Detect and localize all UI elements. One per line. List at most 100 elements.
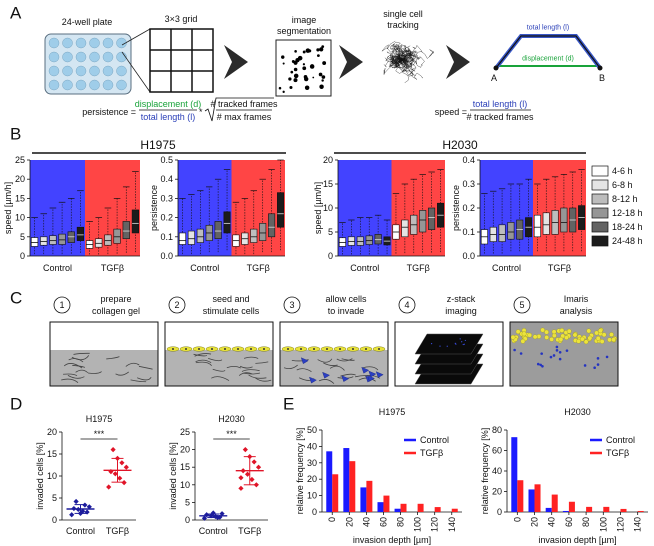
step-circle xyxy=(398,296,416,314)
legend-label: TGFβ xyxy=(606,448,629,458)
bar xyxy=(343,448,350,512)
collagen-fiber xyxy=(130,379,147,383)
y-tick-label: 0.0 xyxy=(462,251,475,261)
formula-text: persistence = xyxy=(82,107,136,117)
cell-blob xyxy=(293,67,298,72)
x-axis-label: invasion depth [µm] xyxy=(538,535,616,545)
legend-label: Control xyxy=(420,435,449,445)
collagen-fiber xyxy=(63,373,78,377)
well xyxy=(48,65,60,77)
data-point xyxy=(238,475,244,481)
collagen-fiber xyxy=(63,363,83,369)
box xyxy=(196,228,204,243)
well xyxy=(89,37,100,49)
collagen-fiber xyxy=(195,361,212,366)
surface-cell xyxy=(598,328,603,334)
well xyxy=(89,51,100,63)
step-label: single cell xyxy=(383,9,423,19)
y-tick-label: 25 xyxy=(15,155,25,165)
box xyxy=(131,209,140,234)
y-tick-label: 20 xyxy=(180,445,190,455)
bar xyxy=(545,507,552,512)
significance: *** xyxy=(226,429,237,439)
collagen-fiber xyxy=(241,369,260,372)
well xyxy=(102,51,114,63)
step-label: z-stack xyxy=(447,294,476,304)
step-number: 4 xyxy=(404,300,409,310)
x-tick-label: 0 xyxy=(327,517,337,522)
surface-cell xyxy=(599,339,605,344)
invaded-cell xyxy=(596,363,600,366)
y-axis-label: relative frequency [%] xyxy=(295,428,305,515)
surface-cell xyxy=(520,338,526,344)
x-tick-label: 20 xyxy=(530,517,540,527)
y-axis-label: invaded cells [%] xyxy=(168,442,178,510)
well xyxy=(102,65,114,77)
legend-label: TGFβ xyxy=(420,448,443,458)
nucleus xyxy=(300,348,302,350)
x-tick-label: 120 xyxy=(430,517,440,532)
track xyxy=(395,56,414,83)
panel-label: A xyxy=(10,4,22,23)
bar xyxy=(434,507,441,512)
y-tick-label: 10 xyxy=(15,213,25,223)
condition-background xyxy=(533,160,586,256)
bar xyxy=(517,480,524,512)
chart-title: H2030 xyxy=(218,414,245,424)
cell-blob xyxy=(316,48,320,52)
nucleus xyxy=(365,348,367,350)
invaded-cell xyxy=(565,349,569,352)
y-tick-label: 15 xyxy=(15,193,25,203)
signal xyxy=(439,345,441,347)
data-point xyxy=(238,485,244,491)
collagen-fiber xyxy=(329,365,345,371)
condition-background xyxy=(391,160,445,256)
collagen-fiber xyxy=(239,365,253,369)
cell-blob xyxy=(321,45,325,49)
bar xyxy=(326,451,333,512)
track-point: A xyxy=(491,73,497,83)
x-tick-label: Control xyxy=(43,263,72,273)
data-point xyxy=(117,475,123,481)
step-label: Imaris xyxy=(564,294,589,304)
data-point xyxy=(244,471,251,477)
segmented-cells xyxy=(278,45,327,93)
collagen-fiber xyxy=(195,359,212,363)
collagen-fiber xyxy=(106,356,120,360)
nucleus xyxy=(172,348,174,350)
data-point xyxy=(110,447,116,453)
cell-blob xyxy=(290,70,294,74)
bar xyxy=(451,508,458,512)
legend-swatch xyxy=(591,235,609,247)
invading-cell xyxy=(309,376,317,384)
collagen-fiber xyxy=(318,379,335,384)
box xyxy=(277,192,285,228)
y-axis-label: persistence xyxy=(451,185,461,231)
collagen-fiber xyxy=(72,365,86,368)
y-tick-label: 0.3 xyxy=(462,179,475,189)
y-tick-label: 20 xyxy=(492,487,502,497)
x-tick-label: TGFβ xyxy=(247,263,270,273)
cell-blob xyxy=(282,90,285,93)
box xyxy=(542,212,550,235)
collagen-fiber xyxy=(87,371,102,374)
data-point xyxy=(201,515,208,521)
data-point xyxy=(119,460,125,466)
cell-blob xyxy=(282,62,285,65)
chart-title: H2030 xyxy=(564,407,591,417)
cell-blob xyxy=(302,63,306,66)
legend-swatch xyxy=(591,179,609,191)
data-point xyxy=(123,464,129,470)
x-tick-label: Control xyxy=(66,526,95,536)
surface-cell xyxy=(558,336,564,342)
x-tick-label: 60 xyxy=(378,517,388,527)
invaded-cell xyxy=(539,363,542,367)
x-tick-label: Control xyxy=(199,526,228,536)
y-tick-label: 10 xyxy=(47,471,57,481)
surface-cell xyxy=(515,329,521,335)
grid-3x3 xyxy=(149,28,214,93)
invaded-cell xyxy=(555,349,559,352)
box xyxy=(259,223,267,241)
y-tick-label: 20 xyxy=(323,155,333,165)
step-circle xyxy=(53,296,71,314)
